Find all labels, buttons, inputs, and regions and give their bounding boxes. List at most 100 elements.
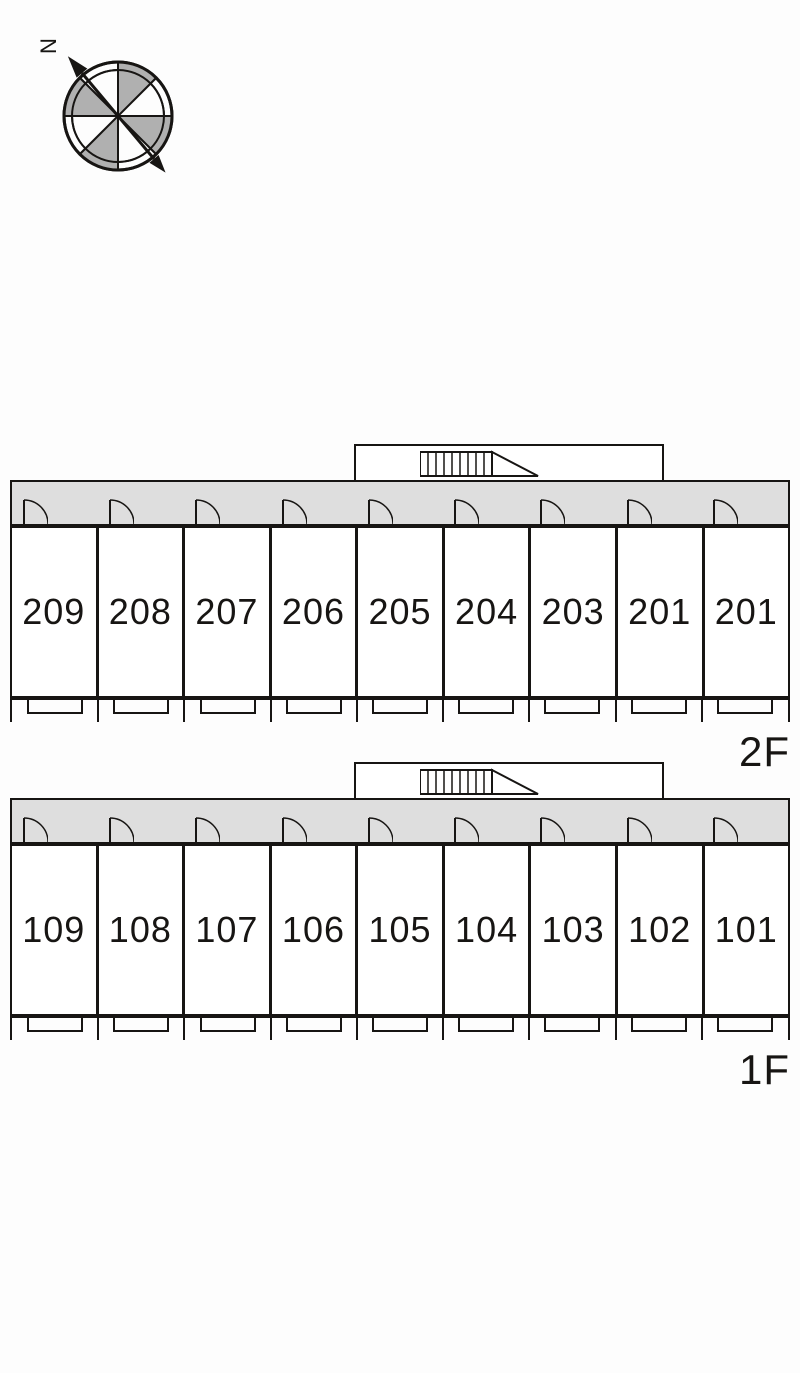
unit-number: 201 <box>628 591 691 633</box>
unit-cell: 102 <box>618 846 705 1014</box>
door-icon <box>22 498 48 524</box>
wall-extension <box>270 1018 272 1040</box>
wall-extension <box>97 1018 99 1040</box>
corridor <box>10 798 790 842</box>
unit-cell: 203 <box>531 528 618 696</box>
door-icon <box>453 816 479 842</box>
balcony-row <box>10 1018 790 1036</box>
unit-cell: 107 <box>185 846 272 1014</box>
floor-label: 1F <box>739 1046 790 1094</box>
unit-number: 201 <box>715 591 778 633</box>
unit-cell: 108 <box>99 846 186 1014</box>
unit-number: 101 <box>715 909 778 951</box>
unit-cell: 109 <box>12 846 99 1014</box>
wall-extension <box>615 1018 617 1040</box>
door-icon <box>539 498 565 524</box>
unit-cell: 208 <box>99 528 186 696</box>
unit-number: 205 <box>368 591 431 633</box>
unit-number: 203 <box>542 591 605 633</box>
stair-landing <box>354 444 664 480</box>
floor-1f: 109108107106105104103102101 1F <box>10 798 790 1036</box>
door-icon <box>367 816 393 842</box>
stair-icon <box>420 450 540 478</box>
wall-extension <box>10 700 12 722</box>
door-icon <box>712 816 738 842</box>
wall-extension <box>183 1018 185 1040</box>
unit-number: 104 <box>455 909 518 951</box>
wall-extension <box>528 700 530 722</box>
wall-extension <box>183 700 185 722</box>
balcony <box>27 1018 83 1032</box>
unit-cell: 104 <box>445 846 532 1014</box>
door-icon <box>108 498 134 524</box>
door-icon <box>712 498 738 524</box>
floor-2f: 209208207206205204203201201 2F <box>10 480 790 718</box>
wall-extension <box>528 1018 530 1040</box>
wall-extension <box>701 1018 703 1040</box>
balcony <box>286 1018 342 1032</box>
wall-extension <box>356 700 358 722</box>
door-icon <box>194 816 220 842</box>
unit-cell: 204 <box>445 528 532 696</box>
unit-number: 208 <box>109 591 172 633</box>
balcony <box>631 1018 687 1032</box>
wall-extension <box>615 700 617 722</box>
stair-icon <box>420 768 540 796</box>
balcony <box>286 700 342 714</box>
door-icon <box>194 498 220 524</box>
door-icon <box>108 816 134 842</box>
balcony <box>458 700 514 714</box>
wall-extension <box>270 700 272 722</box>
balcony <box>458 1018 514 1032</box>
balcony <box>717 700 773 714</box>
unit-number: 103 <box>542 909 605 951</box>
door-icon <box>22 816 48 842</box>
balcony-row <box>10 700 790 718</box>
wall-extension <box>97 700 99 722</box>
wall-extension <box>701 700 703 722</box>
balcony <box>27 700 83 714</box>
balcony <box>544 700 600 714</box>
door-icon <box>539 816 565 842</box>
unit-cell: 106 <box>272 846 359 1014</box>
unit-cell: 207 <box>185 528 272 696</box>
balcony <box>372 1018 428 1032</box>
balcony <box>200 1018 256 1032</box>
wall-extension <box>442 700 444 722</box>
compass-rose: N <box>24 26 194 191</box>
balcony <box>200 700 256 714</box>
unit-number: 209 <box>22 591 85 633</box>
unit-cell: 209 <box>12 528 99 696</box>
door-icon <box>281 816 307 842</box>
unit-cell: 206 <box>272 528 359 696</box>
unit-number: 106 <box>282 909 345 951</box>
unit-number: 109 <box>22 909 85 951</box>
floor-label: 2F <box>739 728 790 776</box>
unit-row: 209 208 207206205 204 203 201 201 <box>10 524 790 700</box>
floor-plans-container: 209 208 207206205 204 203 201 201 2F <box>10 480 790 1116</box>
unit-cell: 205 <box>358 528 445 696</box>
unit-cell: 201 <box>705 528 789 696</box>
balcony <box>631 700 687 714</box>
unit-number: 105 <box>368 909 431 951</box>
unit-cell: 103 <box>531 846 618 1014</box>
corridor <box>10 480 790 524</box>
door-icon <box>626 498 652 524</box>
unit-row: 109 108 107 106 105 104 103 102101 <box>10 842 790 1018</box>
balcony <box>372 700 428 714</box>
unit-number: 204 <box>455 591 518 633</box>
stair-landing <box>354 762 664 798</box>
door-icon <box>626 816 652 842</box>
wall-extension <box>356 1018 358 1040</box>
wall-extension <box>788 700 790 722</box>
door-icon <box>367 498 393 524</box>
balcony <box>113 1018 169 1032</box>
unit-number: 107 <box>195 909 258 951</box>
compass-north-label: N <box>36 37 61 54</box>
unit-number: 108 <box>109 909 172 951</box>
wall-extension <box>788 1018 790 1040</box>
unit-cell: 201 <box>618 528 705 696</box>
door-icon <box>281 498 307 524</box>
balcony <box>717 1018 773 1032</box>
door-icon <box>453 498 479 524</box>
